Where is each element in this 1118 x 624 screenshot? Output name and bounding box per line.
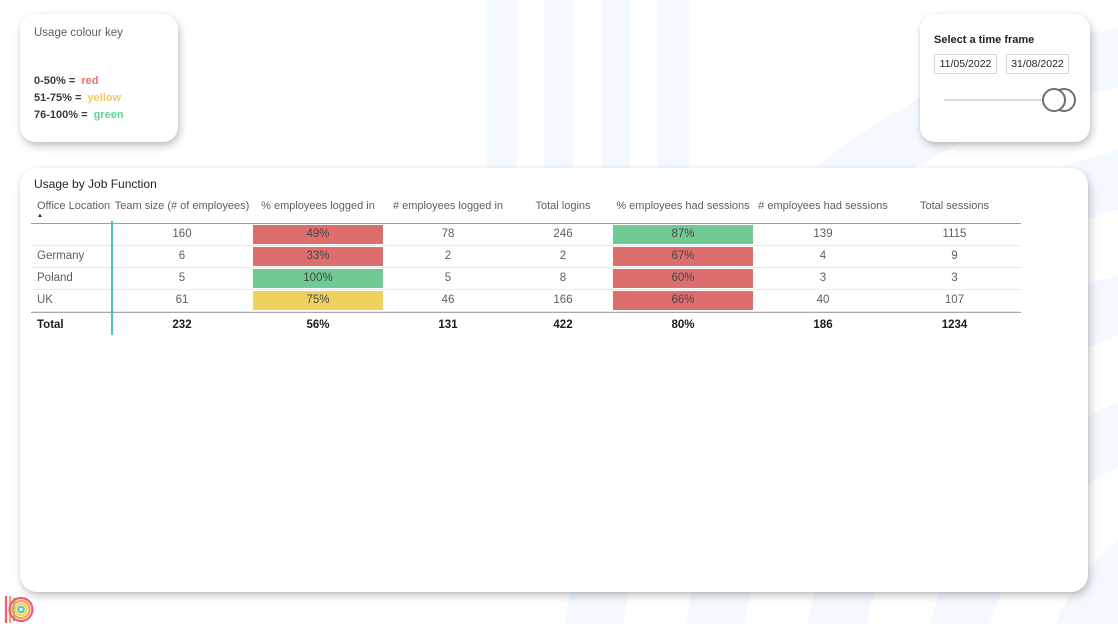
column-header-label: % employees logged in <box>261 200 375 212</box>
table-cell: 131 <box>438 319 458 331</box>
column-header[interactable]: Total logins <box>513 197 613 223</box>
brand-logo <box>4 596 34 623</box>
column-divider-line <box>111 221 113 335</box>
column-header[interactable]: # employees had sessions <box>753 197 893 223</box>
usage-percent-chip-red: 60% <box>613 269 753 288</box>
usage-percent-chip-red: 66% <box>613 291 753 310</box>
table-cell: 5 <box>178 272 186 284</box>
table-body: 160 49% 78 246 87% 139 1115 Germany 6 33% 2 2 67% 4 9 P… <box>31 224 1021 337</box>
table-cell: Poland <box>37 272 73 284</box>
column-header[interactable]: % employees logged in <box>253 197 383 223</box>
legend-item-yellow: 51-75% = yellow <box>34 92 121 104</box>
table-cell: 2 <box>444 250 452 262</box>
legend-range: 51-75% = <box>34 92 82 104</box>
table-cell: 49% <box>253 224 383 245</box>
legend-color-label: green <box>93 109 124 121</box>
table-cell: 8 <box>559 272 567 284</box>
table-cell: 1115 <box>942 228 967 240</box>
usage-table-card: Usage by Job Function Office Location ▲ Te… <box>20 168 1088 592</box>
table-total-row[interactable]: Total 232 56% 131 422 80% 186 1234 <box>31 312 1021 337</box>
date-range-slider[interactable] <box>934 86 1076 114</box>
usage-percent-chip-red: 33% <box>253 247 383 266</box>
sort-ascending-icon: ▲ <box>37 213 43 219</box>
slider-start-handle[interactable] <box>1042 88 1066 112</box>
column-header-label: % employees had sessions <box>616 200 750 212</box>
legend-range: 76-100% = <box>34 109 88 121</box>
table-cell: 46 <box>441 294 455 306</box>
end-date-input[interactable] <box>1006 54 1069 74</box>
table-cell: Germany <box>37 250 85 262</box>
table-cell: 3 <box>819 272 827 284</box>
table-row[interactable]: Germany 6 33% 2 2 67% 4 9 <box>31 246 1021 268</box>
column-header-label: Total sessions <box>919 200 990 212</box>
table-row[interactable]: 160 49% 78 246 87% 139 1115 <box>31 224 1021 246</box>
table-cell: 61 <box>175 294 189 306</box>
table-cell: 1234 <box>941 319 968 331</box>
table-cell: UK <box>37 294 53 306</box>
legend-item-red: 0-50% = red <box>34 75 98 87</box>
column-header-label: Office Location <box>37 200 111 212</box>
table-cell: Total <box>37 319 64 331</box>
table-cell: 67% <box>613 246 753 267</box>
table-cell: 100% <box>253 268 383 289</box>
legend-title: Usage colour key <box>34 27 123 39</box>
table-header-row: Office Location ▲ Team size (# of employee… <box>31 197 1021 224</box>
table-cell: 246 <box>553 228 573 240</box>
usage-percent-chip-yellow: 75% <box>253 291 383 310</box>
legend-color-label: red <box>81 75 99 87</box>
table-title: Usage by Job Function <box>34 177 157 191</box>
column-header[interactable]: Total sessions <box>893 197 1016 223</box>
table-cell: 33% <box>253 246 383 267</box>
column-header-label: Total logins <box>535 200 591 212</box>
usage-table: Office Location ▲ Team size (# of employee… <box>31 197 1021 337</box>
column-header-label: # employees logged in <box>392 200 504 212</box>
time-frame-title: Select a time frame <box>934 34 1035 46</box>
table-cell: 107 <box>944 294 965 306</box>
table-cell: 160 <box>172 228 192 240</box>
table-row[interactable]: Poland 5 100% 5 8 60% 3 3 <box>31 268 1021 290</box>
table-cell: 66% <box>613 290 753 311</box>
table-cell: 166 <box>553 294 573 306</box>
table-cell: 5 <box>444 272 452 284</box>
column-header-label: Team size (# of employees) <box>114 200 250 212</box>
table-cell: 6 <box>178 250 186 262</box>
usage-colour-key-card: Usage colour key 0-50% = red 51-75% = ye… <box>20 14 178 142</box>
table-cell <box>31 224 111 245</box>
table-cell: 422 <box>553 319 573 331</box>
legend-item-green: 76-100% = green <box>34 109 124 121</box>
table-cell: 75% <box>253 290 383 311</box>
column-header-label: # employees had sessions <box>758 200 888 212</box>
table-cell: 80% <box>671 319 695 331</box>
column-header[interactable]: % employees had sessions <box>613 197 753 223</box>
slider-track[interactable] <box>944 99 1052 101</box>
table-cell: 4 <box>819 250 827 262</box>
table-cell: 87% <box>613 224 753 245</box>
table-cell: 60% <box>613 268 753 289</box>
column-header[interactable]: Office Location ▲ <box>31 197 111 223</box>
table-cell: 3 <box>951 272 958 284</box>
table-cell: 186 <box>813 319 833 331</box>
table-cell: 139 <box>813 228 833 240</box>
time-frame-card: Select a time frame <box>920 14 1090 142</box>
table-cell: 232 <box>172 319 192 331</box>
legend-range: 0-50% = <box>34 75 76 87</box>
table-cell: 2 <box>559 250 567 262</box>
table-cell: 40 <box>816 294 830 306</box>
table-cell: 56% <box>306 319 330 331</box>
column-header[interactable]: Team size (# of employees) <box>111 197 253 223</box>
table-row[interactable]: UK 61 75% 46 166 66% 40 107 <box>31 290 1021 312</box>
usage-percent-chip-green: 100% <box>253 269 383 288</box>
table-cell: 9 <box>951 250 958 262</box>
table-cell: 78 <box>441 228 455 240</box>
start-date-input[interactable] <box>934 54 997 74</box>
column-header[interactable]: # employees logged in <box>383 197 513 223</box>
usage-percent-chip-red: 67% <box>613 247 753 266</box>
usage-percent-chip-red: 49% <box>253 225 383 244</box>
usage-percent-chip-green: 87% <box>613 225 753 244</box>
legend-color-label: yellow <box>87 92 122 104</box>
